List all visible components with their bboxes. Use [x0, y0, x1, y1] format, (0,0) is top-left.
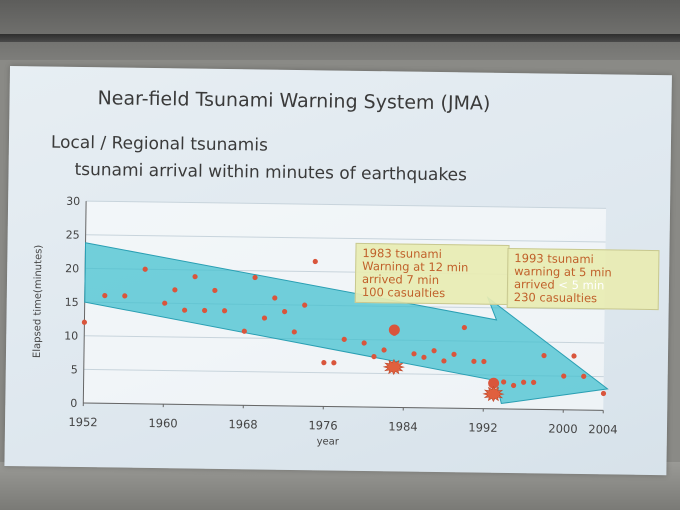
data-point	[411, 351, 417, 357]
data-point	[501, 379, 507, 385]
burst-marker	[382, 358, 405, 376]
x-axis-title: year	[317, 436, 340, 447]
data-point	[431, 348, 437, 354]
data-point	[561, 373, 567, 379]
burst-marker	[482, 385, 505, 403]
x-tick-label-1968: 1968	[228, 417, 257, 431]
data-point	[302, 302, 308, 308]
x-tick-label-1952: 1952	[68, 415, 97, 429]
highlight-point	[388, 324, 400, 336]
x-tick-label-1992: 1992	[468, 420, 497, 434]
data-point	[361, 340, 367, 346]
data-point	[451, 351, 457, 357]
data-point	[312, 258, 318, 265]
data-point	[421, 354, 427, 360]
highlight-point	[488, 377, 500, 389]
x-tick-label-2004: 2004	[588, 422, 617, 436]
y-tick-label-15: 15	[65, 296, 79, 309]
data-point	[172, 287, 178, 293]
data-point	[341, 336, 347, 342]
data-point	[531, 379, 537, 386]
data-point	[202, 307, 208, 314]
annotation-1993: 1993 tsunami warning at 5 min arrived < …	[506, 247, 660, 311]
projector-screen-edge	[0, 34, 680, 42]
x-tick-label-1984: 1984	[388, 419, 417, 433]
y-tick-label-20: 20	[65, 262, 79, 275]
data-point	[142, 266, 148, 272]
room-wall	[0, 0, 680, 60]
data-point	[461, 324, 467, 331]
data-point	[441, 358, 447, 364]
data-point	[122, 293, 128, 299]
trend-arrow	[84, 242, 609, 405]
data-point	[81, 319, 88, 325]
annotation-1983: 1983 tsunami Warning at 12 min arrived 7…	[354, 242, 510, 305]
gridline-y-25	[85, 234, 606, 243]
data-point	[291, 329, 297, 335]
data-point	[481, 358, 487, 365]
data-point	[192, 274, 198, 280]
data-point	[331, 360, 337, 366]
data-point	[581, 373, 587, 379]
data-point	[252, 274, 258, 281]
data-point	[272, 295, 278, 301]
y-tick-label-0: 0	[70, 397, 77, 410]
data-point	[162, 300, 168, 306]
data-point	[241, 328, 247, 334]
y-tick-label-10: 10	[64, 329, 78, 342]
data-point	[281, 308, 288, 315]
annotation-1993-line-5: 230 casualties	[513, 290, 598, 306]
data-point	[321, 360, 327, 366]
data-point	[102, 293, 108, 299]
annotation-1983-line-4: 100 casualties	[361, 284, 446, 301]
x-axis-line	[83, 402, 604, 411]
data-point	[571, 353, 577, 359]
x-tick-label-2000: 2000	[548, 422, 577, 436]
data-point	[222, 308, 228, 314]
y-tick-label-5: 5	[71, 363, 78, 376]
data-point	[600, 390, 607, 397]
x-tick-label-1976: 1976	[308, 418, 337, 432]
y-axis-title: Elapsed time(minutes)	[32, 245, 45, 359]
x-tick-label-1960: 1960	[148, 416, 177, 430]
data-point	[510, 382, 517, 389]
presentation-slide: Near-field Tsunami Warning System (JMA) …	[4, 66, 672, 476]
data-point	[261, 315, 268, 321]
gridline-y-30	[86, 200, 607, 209]
data-point	[381, 347, 387, 353]
data-point	[471, 358, 477, 364]
y-tick-label-30: 30	[66, 195, 80, 208]
data-point	[212, 287, 218, 294]
data-point	[182, 307, 188, 313]
data-point	[541, 353, 547, 359]
data-point	[521, 379, 527, 385]
y-tick-label-25: 25	[66, 228, 80, 241]
data-point	[371, 354, 377, 360]
